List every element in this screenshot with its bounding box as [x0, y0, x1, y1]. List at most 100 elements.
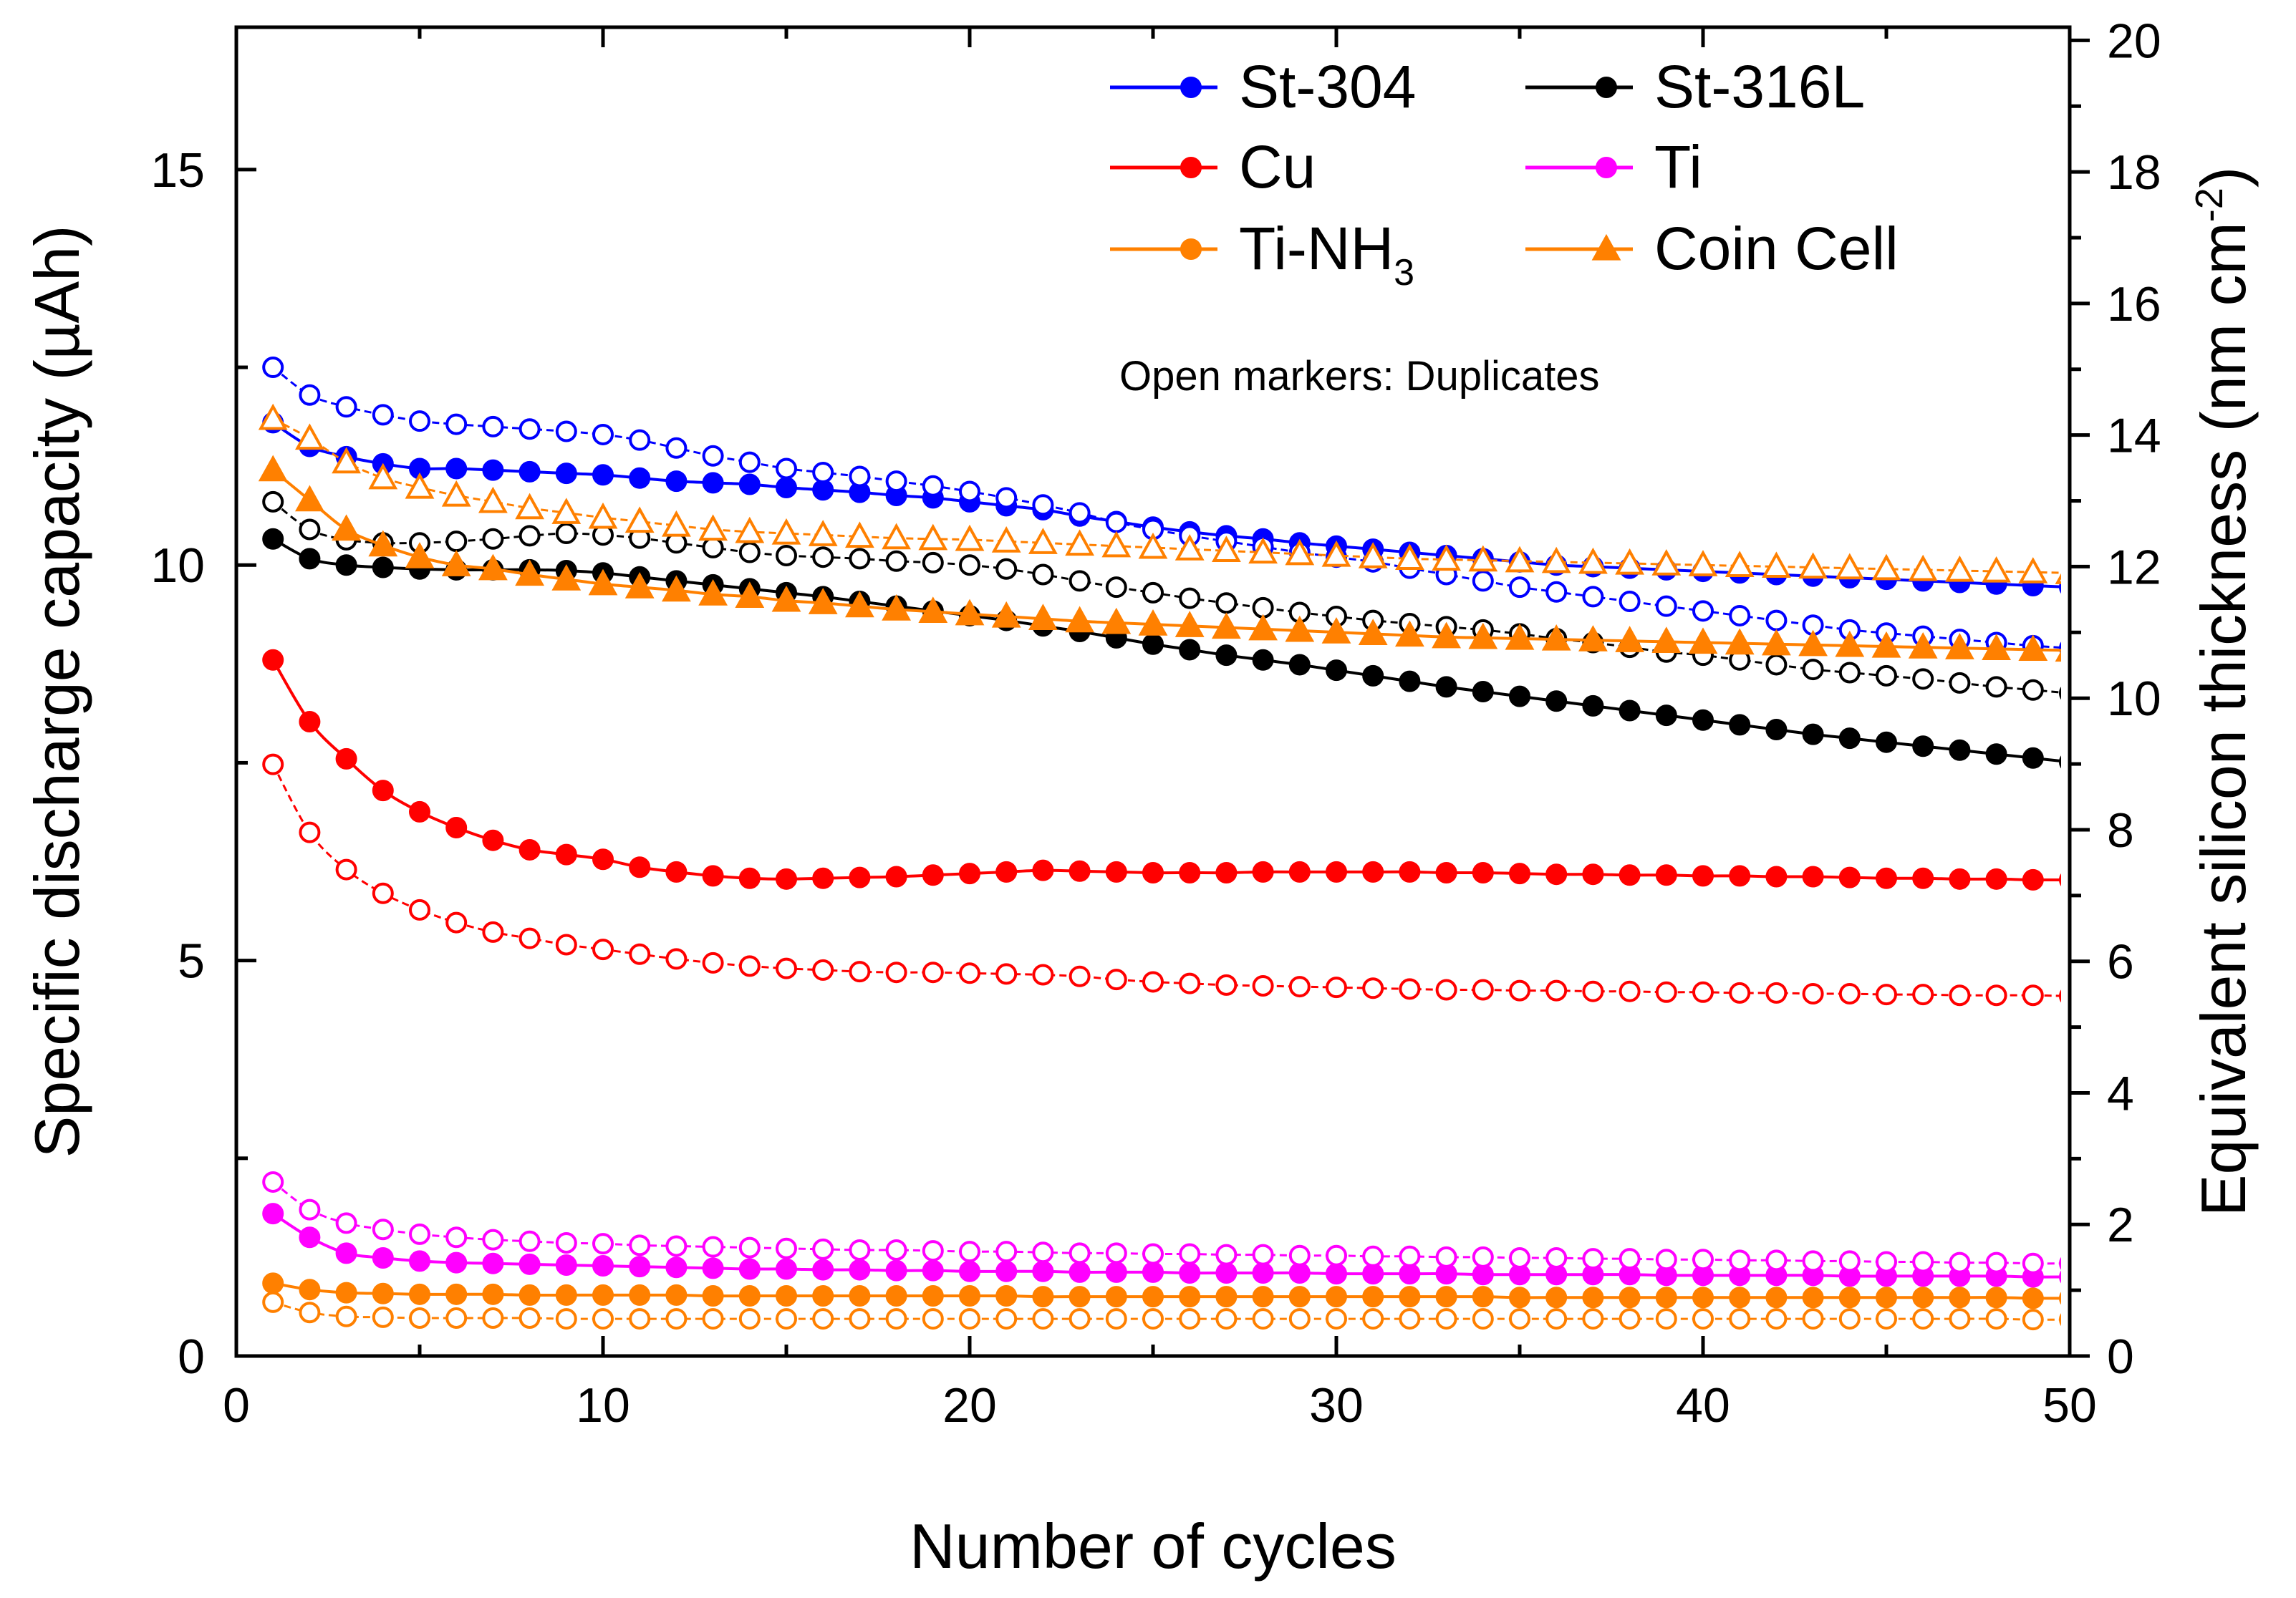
- data-point: [1472, 681, 1494, 702]
- data-point: [1692, 981, 1714, 1003]
- data-point: [702, 1236, 724, 1258]
- legend-marker: [1596, 157, 1617, 178]
- data-point: [518, 418, 541, 440]
- data-point: [2059, 1270, 2061, 1284]
- data-point: [1838, 983, 1861, 1005]
- y-tick-label: 10: [150, 538, 205, 593]
- data-point: [1288, 1286, 1311, 1308]
- data-point: [335, 1305, 357, 1327]
- data-point: [332, 447, 361, 474]
- legend-entry-st-316l: St-316L: [1525, 53, 1865, 120]
- data-point: [1069, 502, 1091, 524]
- data-point: [1032, 563, 1054, 586]
- data-point: [1545, 863, 1568, 886]
- data-point: [1876, 1287, 1897, 1309]
- data-point: [299, 384, 321, 406]
- data-point: [1876, 867, 1897, 889]
- data-point: [555, 843, 577, 866]
- data-point: [1655, 981, 1677, 1003]
- data-point: [735, 516, 765, 543]
- data-point: [1912, 1287, 1934, 1309]
- data-point: [1435, 1308, 1457, 1330]
- data-point: [368, 463, 398, 490]
- data-point: [555, 1232, 577, 1254]
- y-tick-label: 15: [150, 143, 205, 198]
- data-point: [1985, 984, 2007, 1007]
- data-point: [299, 821, 321, 843]
- data-point: [1142, 581, 1164, 604]
- y2-tick-label: 2: [2107, 1198, 2134, 1252]
- data-point: [1541, 624, 1571, 651]
- data-point: [1472, 1264, 1494, 1286]
- data-point: [665, 1284, 688, 1306]
- data-point: [922, 1240, 944, 1262]
- data-point: [1285, 615, 1315, 642]
- data-point: [771, 585, 801, 612]
- data-point: [1472, 1246, 1494, 1268]
- data-point: [1065, 606, 1094, 633]
- data-point: [1288, 1308, 1311, 1330]
- data-point: [1949, 1308, 1971, 1330]
- data-point: [1362, 1286, 1384, 1308]
- data-point: [482, 1252, 504, 1274]
- data-point: [991, 526, 1021, 553]
- data-point: [1871, 631, 1901, 658]
- legend-marker: [1596, 77, 1617, 98]
- series-ti-nh3: [262, 1272, 2061, 1309]
- data-point: [1945, 555, 1974, 582]
- data-point: [592, 1284, 614, 1306]
- series-line: [271, 469, 2061, 652]
- data-point: [1541, 546, 1571, 573]
- data-point: [518, 838, 541, 861]
- data-point: [1582, 586, 1604, 608]
- data-point: [409, 1250, 430, 1272]
- data-point: [1028, 604, 1058, 630]
- data-point: [1692, 709, 1714, 731]
- data-point: [812, 959, 834, 981]
- data-point: [738, 473, 761, 495]
- data-point: [2059, 1313, 2061, 1327]
- data-point: [1032, 1286, 1054, 1308]
- data-point: [1138, 532, 1168, 559]
- data-point: [555, 420, 577, 442]
- data-point: [849, 1308, 871, 1330]
- data-point: [372, 404, 394, 426]
- data-point: [1174, 534, 1205, 561]
- data-point: [698, 514, 728, 541]
- data-point: [849, 1259, 871, 1281]
- data-point: [299, 1279, 321, 1301]
- data-point: [1545, 690, 1568, 712]
- data-point: [922, 475, 944, 497]
- y2-tick-label: 16: [2107, 277, 2161, 331]
- data-point: [662, 575, 691, 602]
- data-point: [922, 1308, 944, 1330]
- data-point: [1725, 551, 1755, 577]
- data-point: [812, 1285, 834, 1307]
- data-point: [1435, 1286, 1457, 1308]
- data-point: [812, 1238, 834, 1260]
- data-point: [1215, 1286, 1238, 1308]
- data-point: [1179, 1286, 1201, 1308]
- data-point: [885, 470, 907, 493]
- data-point: [1069, 1286, 1091, 1308]
- data-point: [959, 1285, 980, 1307]
- data-point: [738, 1285, 761, 1307]
- y2-tick-label: 12: [2107, 540, 2161, 594]
- y2-tick-label: 14: [2107, 409, 2161, 463]
- data-point: [629, 1284, 651, 1306]
- series-line: [271, 763, 2061, 997]
- data-point: [1912, 735, 1934, 757]
- data-point: [1912, 984, 1934, 1006]
- legend-label: Ti-NH3: [1239, 215, 1414, 294]
- data-point: [995, 861, 1018, 883]
- data-point: [1252, 1286, 1274, 1308]
- y2-axis-label: Equivalent silicon thickness (nm cm-2): [2188, 167, 2259, 1216]
- data-point: [665, 1256, 688, 1279]
- data-point: [1545, 1247, 1568, 1269]
- data-point: [808, 588, 838, 614]
- data-point: [845, 521, 874, 548]
- data-point: [885, 1308, 907, 1330]
- data-point: [1619, 864, 1641, 886]
- data-point: [1105, 1242, 1127, 1264]
- data-point: [812, 461, 834, 483]
